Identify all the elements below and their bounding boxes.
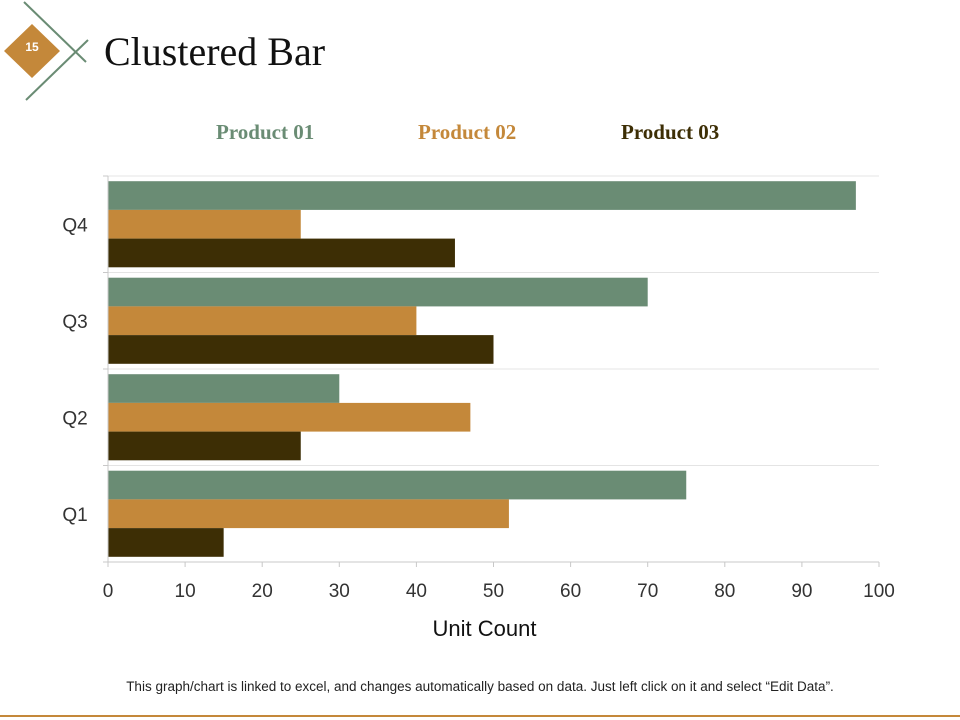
x-tick-label-50: 50 (483, 581, 504, 602)
footer-divider (0, 715, 960, 717)
x-tick-label-70: 70 (637, 581, 658, 602)
chart-legend: Product 01 Product 02 Product 03 (0, 120, 960, 150)
y-tick-label-q2: Q2 (62, 408, 87, 429)
x-tick-label-0: 0 (103, 581, 114, 602)
legend-item-product-02: Product 02 (418, 120, 517, 144)
y-tick-label-q1: Q1 (62, 505, 87, 526)
badge-diamond (4, 24, 60, 78)
bar-q2-series-2 (108, 402, 471, 432)
x-tick-label-10: 10 (175, 581, 196, 602)
bar-q3-series-1 (108, 277, 648, 307)
bar-q4-series-3 (108, 238, 455, 268)
x-tick-label-90: 90 (791, 581, 812, 602)
y-tick-label-q4: Q4 (62, 215, 88, 236)
y-tick-label-q3: Q3 (62, 312, 87, 333)
bar-q1-series-3 (108, 528, 224, 557)
bar-q2-series-3 (108, 431, 301, 461)
legend-item-product-01: Product 01 (216, 120, 315, 144)
page-title: Clustered Bar (104, 29, 326, 74)
bar-q4-series-1 (108, 181, 856, 210)
slide-number: 15 (25, 40, 39, 54)
x-tick-label-40: 40 (406, 581, 427, 602)
x-tick-label-80: 80 (714, 581, 735, 602)
x-tick-label-30: 30 (329, 581, 350, 602)
legend-item-product-03: Product 03 (621, 120, 720, 144)
footnote: This graph/chart is linked to excel, and… (126, 679, 834, 694)
slide-number-badge (4, 1, 89, 101)
x-tick-label-20: 20 (252, 581, 273, 602)
x-tick-label-100: 100 (863, 581, 895, 602)
bar-q1-series-2 (108, 499, 509, 529)
x-axis-title: Unit Count (433, 616, 537, 641)
x-tick-label-60: 60 (560, 581, 581, 602)
bar-q4-series-2 (108, 209, 301, 239)
bar-q3-series-2 (108, 306, 417, 336)
bar-q1-series-1 (108, 470, 687, 500)
bar-q2-series-1 (108, 374, 340, 403)
clustered-bar-chart[interactable]: Q1 Q2 Q3 Q4 0 10 20 30 40 50 60 70 80 90 100 Unit Count (0, 0, 960, 660)
badge-line-lower (25, 39, 89, 101)
bar-q3-series-3 (108, 335, 494, 364)
